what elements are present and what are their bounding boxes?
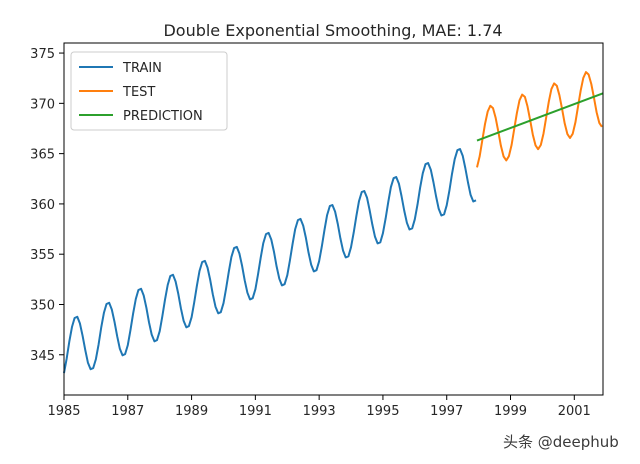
- legend-label-prediction: PREDICTION: [123, 109, 203, 124]
- series-line-prediction: [476, 92, 604, 142]
- x-tick-label: 1993: [303, 404, 336, 419]
- x-tick-label: 1985: [47, 404, 80, 419]
- series-layer: [63, 71, 604, 374]
- legend-label-train: TRAIN: [122, 61, 162, 76]
- series-line-train: [63, 148, 477, 374]
- legend-box: [70, 51, 228, 131]
- x-tick-label: 1989: [175, 404, 208, 419]
- x-tick-label: 1991: [239, 404, 272, 419]
- legend: TRAIN TEST PREDICTION: [70, 51, 228, 131]
- plot-frame: [63, 42, 604, 396]
- x-tick-label: 2001: [558, 404, 591, 419]
- series-line-test: [476, 71, 603, 168]
- y-tick-label: 370: [30, 97, 55, 112]
- y-tick-label: 375: [30, 47, 55, 62]
- y-tick-label: 355: [30, 248, 55, 263]
- y-tick-label: 345: [30, 349, 55, 364]
- x-tick-label: 1995: [366, 404, 399, 419]
- chart-title: Double Exponential Smoothing, MAE: 1.74: [163, 21, 502, 40]
- x-tick-label: 1987: [111, 404, 144, 419]
- y-tick-label: 365: [30, 148, 55, 163]
- watermark-text: 头条 @deephub: [503, 433, 619, 451]
- x-tick-label: 1997: [430, 404, 463, 419]
- axes-layer: 1985 1987 1989 1991 1993 1995 1997 1999 2001 345 3…: [30, 42, 604, 419]
- legend-label-test: TEST: [122, 85, 155, 100]
- y-tick-label: 350: [30, 298, 55, 313]
- x-tick-label: 1999: [494, 404, 527, 419]
- y-tick-label: 360: [30, 198, 55, 213]
